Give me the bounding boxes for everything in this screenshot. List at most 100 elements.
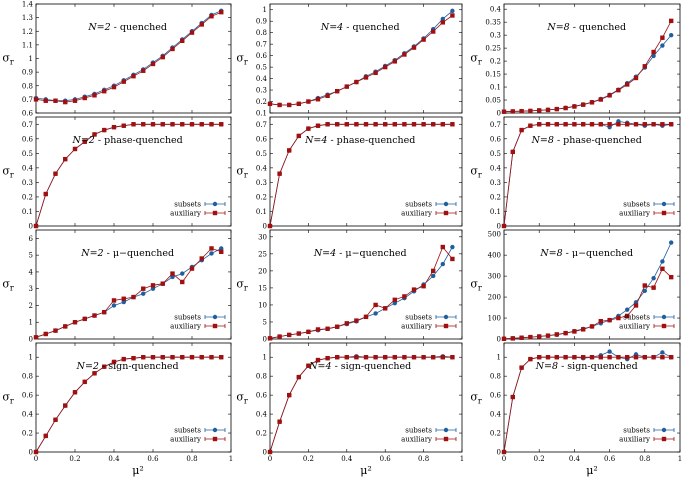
y-tick-label: 0.3 bbox=[490, 32, 501, 40]
panel-11: 0 0.2 0.4 0.6 0.8 1 0 0.2 0.4 0.6 0.8 1 σr N=4 - sign… bbox=[236, 342, 464, 463]
y-tick-label: 0.6 bbox=[22, 135, 34, 143]
data-point-auxiliary bbox=[180, 38, 185, 43]
legend-marker bbox=[443, 201, 449, 207]
y-tick-label: 0.8 bbox=[22, 82, 33, 90]
y-tick-label: 0.7 bbox=[22, 121, 33, 129]
y-tick-label: 0.6 bbox=[490, 135, 502, 143]
panel-title-kind: - quenched bbox=[343, 22, 399, 33]
data-point-auxiliary bbox=[563, 330, 568, 336]
data-point-auxiliary bbox=[581, 122, 586, 127]
data-point-auxiliary bbox=[335, 324, 340, 329]
data-point-auxiliary bbox=[651, 49, 656, 55]
y-tick-label: 1.3 bbox=[22, 14, 33, 22]
y-tick-label: 0.7 bbox=[256, 121, 267, 129]
x-tick-label: 0.8 bbox=[186, 455, 197, 463]
data-point-auxiliary bbox=[607, 355, 612, 360]
data-point-auxiliary bbox=[554, 106, 559, 112]
y-tick-label: 4 bbox=[29, 268, 34, 276]
data-point-auxiliary bbox=[111, 359, 117, 365]
data-point-subsets bbox=[450, 244, 455, 250]
data-point-auxiliary bbox=[545, 107, 551, 113]
y-tick-label: 0.1 bbox=[490, 84, 501, 92]
y-axis-label-symbol: σ bbox=[236, 52, 244, 65]
panel-title: N=2 - μ−quenched bbox=[80, 248, 174, 259]
y-tick-label: 2 bbox=[29, 302, 33, 310]
data-point-auxiliary bbox=[402, 294, 407, 299]
data-point-auxiliary bbox=[141, 68, 146, 73]
y-axis-label-subscript: r bbox=[478, 284, 482, 293]
y-axis-label-symbol: σ bbox=[2, 391, 10, 404]
data-point-auxiliary bbox=[411, 122, 417, 127]
y-axis-label-symbol: σ bbox=[2, 278, 10, 291]
data-point-auxiliary bbox=[63, 324, 68, 329]
data-point-auxiliary bbox=[363, 314, 369, 320]
panel-2: 0.1 0.2 0.3 0.4 0.5 0.6 0.7 0.8 0.9 1 σr N=4 - quen… bbox=[236, 3, 463, 118]
data-point-auxiliary bbox=[209, 122, 214, 127]
data-point-auxiliary bbox=[267, 101, 273, 107]
plot-frame bbox=[503, 229, 681, 340]
panel-title: N=2 - quenched bbox=[87, 22, 167, 33]
y-axis-label-subscript: r bbox=[244, 171, 248, 180]
data-point-subsets bbox=[660, 259, 665, 264]
y-tick-label: 0.5 bbox=[256, 150, 267, 158]
plot-frame bbox=[269, 342, 463, 453]
data-point-subsets bbox=[440, 16, 445, 22]
data-point-auxiliary bbox=[616, 122, 621, 127]
data-point-auxiliary bbox=[325, 93, 330, 98]
y-tick-label: 0.3 bbox=[490, 179, 501, 187]
panel-1: 0.6 0.7 0.8 0.9 1 1.1 1.2 1.3 1.4 σr N=2 - quenche… bbox=[2, 1, 232, 118]
panel-4: 0 0.1 0.2 0.3 0.4 0.5 0.6 0.7 σr N=2 - phase-quen… bbox=[2, 116, 232, 231]
legend-label: subsets bbox=[174, 201, 201, 209]
data-point-auxiliary bbox=[325, 355, 330, 361]
x-tick-label: 0.4 bbox=[341, 455, 353, 463]
y-tick-label: 0 bbox=[263, 223, 267, 231]
panel-title-n: N=2 bbox=[76, 361, 99, 372]
panel-title: N=8 - phase-quenched bbox=[531, 135, 642, 146]
data-point-auxiliary bbox=[325, 122, 330, 127]
data-point-auxiliary bbox=[440, 20, 445, 25]
data-point-auxiliary bbox=[383, 64, 388, 70]
y-tick-label: 400 bbox=[488, 252, 501, 260]
data-point-auxiliary bbox=[102, 364, 107, 369]
data-point-auxiliary bbox=[344, 355, 349, 360]
data-point-auxiliary bbox=[33, 97, 39, 102]
y-axis-label-subscript: r bbox=[10, 284, 14, 293]
data-point-auxiliary bbox=[431, 29, 436, 34]
x-tick-label: 0.2 bbox=[303, 455, 314, 463]
data-point-auxiliary bbox=[315, 327, 321, 332]
data-point-auxiliary bbox=[660, 266, 665, 271]
legend-label: auxiliary bbox=[401, 323, 432, 331]
data-point-auxiliary bbox=[669, 274, 674, 280]
data-point-auxiliary bbox=[545, 333, 551, 338]
x-tick-label: 0 bbox=[268, 455, 272, 463]
legend-label: auxiliary bbox=[401, 210, 432, 218]
panel-title: N=2 - sign-quenched bbox=[76, 361, 179, 372]
legend-marker bbox=[661, 436, 667, 442]
data-point-auxiliary bbox=[160, 355, 165, 360]
plot-frame bbox=[35, 116, 232, 227]
data-point-auxiliary bbox=[598, 97, 603, 102]
data-point-auxiliary bbox=[625, 82, 630, 87]
y-tick-label: 0.2 bbox=[22, 430, 33, 438]
plot-frame bbox=[503, 116, 681, 227]
data-point-auxiliary bbox=[189, 355, 195, 360]
legend-label: auxiliary bbox=[619, 436, 650, 444]
y-tick-label: 0 bbox=[497, 223, 501, 231]
data-point-auxiliary bbox=[287, 102, 292, 108]
x-tick-label: 0.6 bbox=[604, 455, 616, 463]
data-point-subsets bbox=[669, 32, 674, 38]
data-point-auxiliary bbox=[633, 122, 639, 127]
data-point-auxiliary bbox=[581, 102, 586, 107]
y-tick-label: 500 bbox=[488, 231, 501, 239]
y-axis-label: σr bbox=[470, 391, 482, 406]
y-tick-label: 0.8 bbox=[256, 29, 267, 37]
data-point-auxiliary bbox=[373, 302, 378, 308]
data-point-subsets bbox=[111, 303, 117, 308]
data-point-auxiliary bbox=[150, 355, 156, 360]
data-point-auxiliary bbox=[651, 285, 656, 290]
data-point-auxiliary bbox=[501, 336, 507, 341]
panel-5: 0 0.1 0.2 0.3 0.4 0.5 0.6 0.7 σr N=4 - phase-quen… bbox=[236, 116, 463, 231]
